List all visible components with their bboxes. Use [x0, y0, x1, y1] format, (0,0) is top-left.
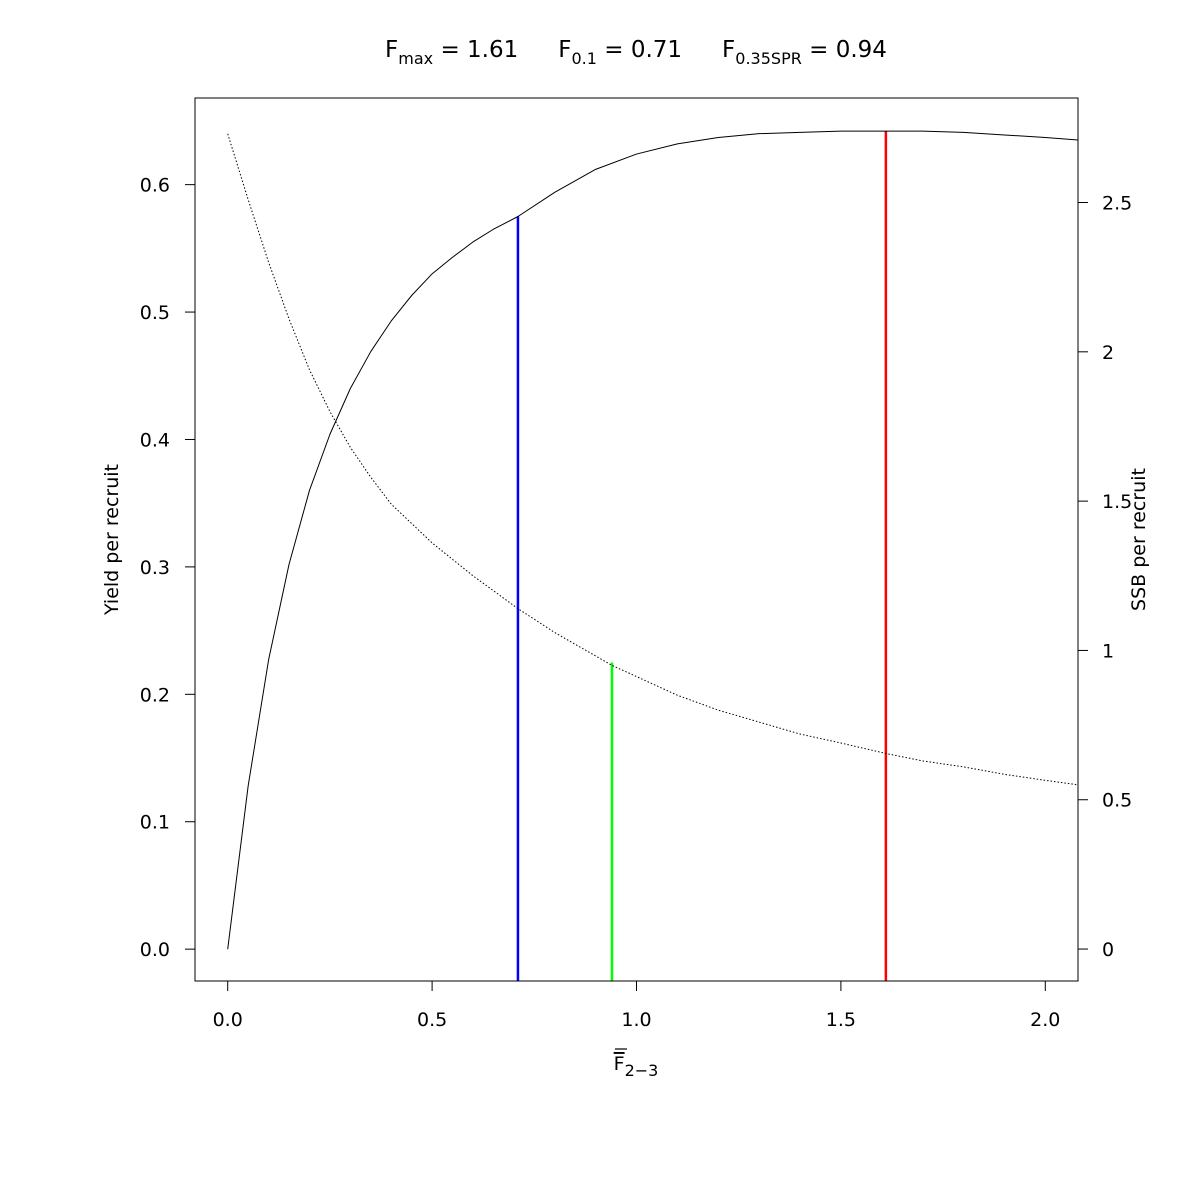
plot-frame: [194, 97, 1079, 982]
y-axis-left: 0.0 0.1 0.2 0.3 0.4 0.5 0.6: [140, 175, 196, 961]
title-value-2: = 0.94: [802, 37, 887, 63]
x-axis-label-text: F2−3: [614, 1053, 659, 1080]
title-subscript-0: max: [398, 49, 433, 68]
chart-title: Fmax = 1.61 F0.1 = 0.71 F0.35SPR = 0.94: [385, 37, 887, 68]
x-axis-label: F2−3: [614, 1048, 659, 1080]
y-axis-right: 0 0.5 1 1.5 2 2.5: [1077, 193, 1132, 961]
series-lines: [227, 130, 1079, 950]
y-right-tick-label: 1.5: [1102, 491, 1132, 513]
y-right-tick-label: 0.5: [1102, 790, 1132, 812]
y-axis-left-label: Yield per recruit: [101, 464, 123, 616]
yield-per-recruit-line: [227, 130, 1079, 950]
y-left-tick-label: 0.4: [140, 429, 170, 451]
y-right-tick-label: 2: [1102, 342, 1114, 364]
y-right-tick-label: 0: [1102, 939, 1114, 961]
chart-title-text: Fmax = 1.61 F0.1 = 0.71 F0.35SPR = 0.94: [385, 37, 887, 68]
title-symbol-0: F: [385, 37, 398, 63]
y-left-tick-label: 0.3: [140, 557, 170, 579]
x-axis: 0.0 0.5 1.0 1.5 2.0: [213, 980, 1060, 1031]
title-value-1: = 0.71: [597, 37, 682, 63]
y-left-tick-label: 0.1: [140, 812, 170, 834]
x-axis-label-symbol: F: [614, 1053, 625, 1075]
title-symbol-1: F: [558, 37, 571, 63]
x-tick-label: 0.5: [417, 1009, 447, 1031]
y-left-tick-label: 0.5: [140, 302, 170, 324]
y-axis-right-label: SSB per recruit: [1128, 468, 1150, 611]
reference-lines: [516, 131, 888, 981]
y-left-tick-label: 0.0: [140, 939, 170, 961]
x-tick-label: 2.0: [1030, 1009, 1060, 1031]
title-subscript-1: 0.1: [571, 49, 596, 68]
y-right-tick-label: 1: [1102, 640, 1114, 662]
ssb-per-recruit-line: [227, 133, 1079, 786]
y-left-tick-label: 0.2: [140, 684, 170, 706]
title-value-0: = 1.61: [433, 37, 518, 63]
title-symbol-2: F: [722, 37, 735, 63]
x-axis-label-subscript: 2−3: [625, 1061, 659, 1080]
x-tick-label: 1.0: [621, 1009, 651, 1031]
x-tick-label: 1.5: [826, 1009, 856, 1031]
title-subscript-2: 0.35SPR: [735, 49, 802, 68]
x-tick-label: 0.0: [213, 1009, 243, 1031]
y-left-tick-label: 0.6: [140, 175, 170, 197]
y-right-tick-label: 2.5: [1102, 193, 1132, 215]
